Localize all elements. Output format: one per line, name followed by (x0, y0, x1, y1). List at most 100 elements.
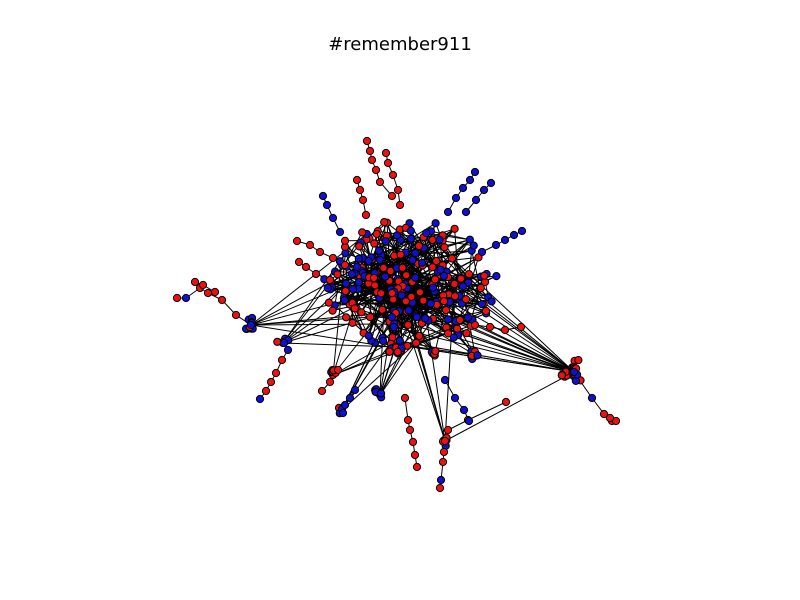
graph-node-red (261, 386, 271, 396)
graph-node-red (328, 253, 338, 263)
graph-node-blue (392, 231, 401, 240)
graph-node-blue (444, 315, 453, 324)
graph-node-blue (461, 207, 471, 217)
graph-node-red (383, 158, 393, 168)
graph-node-red (333, 365, 343, 375)
graph-node-red (370, 239, 379, 248)
graph-node-red (599, 409, 609, 419)
graph-node-red (357, 308, 366, 317)
graph-node-blue (340, 296, 349, 305)
graph-node-red (342, 313, 351, 322)
graph-node-blue (318, 191, 328, 201)
graph-node-blue (418, 258, 427, 267)
graph-edge (282, 245, 420, 344)
graph-node-blue (440, 375, 450, 385)
graph-node-red (333, 270, 342, 279)
graph-node-blue (395, 336, 404, 345)
graph-node-blue (350, 385, 360, 395)
graph-node-red (516, 322, 526, 332)
graph-node-blue (500, 235, 510, 245)
graph-node-red (324, 298, 333, 307)
graph-node-red (271, 368, 281, 378)
graph-node-red (367, 155, 377, 165)
graph-node-blue (473, 351, 482, 360)
graph-node-red (441, 306, 451, 315)
graph-node-blue (477, 247, 487, 257)
graph-edge (339, 260, 575, 373)
graph-node-blue (323, 284, 332, 293)
graph-node-red (366, 313, 375, 322)
graph-node-red (294, 257, 304, 267)
graph-node-blue (352, 262, 361, 271)
graph-edge (282, 267, 363, 344)
graph-node-red (432, 256, 441, 266)
graph-node-red (328, 306, 337, 315)
graph-node-blue (449, 333, 458, 342)
graph-node-red (371, 165, 381, 175)
graph-node-red (455, 315, 465, 325)
graph-node-blue (517, 226, 527, 236)
graph-node-red (325, 377, 335, 387)
graph-node-red (386, 266, 395, 276)
graph-node-blue (354, 278, 363, 287)
graph-node-blue (458, 282, 468, 291)
graph-node-red (402, 271, 411, 280)
graph-node-red (172, 293, 182, 303)
graph-node-red (410, 450, 420, 460)
graph-node-red (305, 240, 315, 250)
graph-node-blue (479, 185, 489, 195)
graph-node-red (381, 148, 391, 158)
graph-edge (400, 254, 449, 334)
graph-node-red (438, 457, 448, 467)
graph-node-red (408, 437, 418, 447)
graph-edge (330, 288, 575, 373)
graph-node-blue (450, 393, 460, 403)
graph-edge (332, 320, 429, 376)
graph-node-blue (354, 254, 363, 263)
graph-edge (282, 258, 453, 344)
graph-node-red (462, 329, 471, 338)
graph-node-red (358, 195, 368, 205)
graph-node-red (355, 242, 364, 251)
graph-node-blue (459, 405, 469, 415)
graph-node-red (481, 306, 491, 316)
graph-node-red (431, 275, 440, 284)
graph-node-red (450, 279, 459, 289)
graph-node-red (348, 318, 357, 327)
graph-node-red (414, 241, 423, 250)
graph-node-red (412, 462, 422, 472)
graph-node-blue (421, 314, 430, 323)
graph-node-blue (470, 167, 480, 177)
graph-node-blue (492, 272, 501, 281)
graph-node-blue (451, 193, 461, 203)
graph-edge (379, 346, 396, 396)
graph-node-red (412, 338, 421, 347)
graph-node-blue (422, 229, 431, 238)
graph-edge (373, 243, 472, 327)
graph-node-red (273, 337, 282, 346)
graph-node-red (266, 377, 276, 387)
graph-node-blue (345, 393, 355, 403)
graph-node-red (317, 386, 327, 396)
graph-node-red (574, 356, 583, 365)
graph-edge (444, 239, 471, 248)
graph-node-red (341, 287, 350, 296)
graph-node-blue (406, 226, 415, 235)
graph-node-red (605, 413, 615, 423)
graph-node-red (450, 292, 460, 301)
graph-node-red (370, 281, 379, 290)
graph-node-blue (486, 178, 496, 188)
graph-node-red (439, 447, 449, 457)
graph-node-blue (411, 273, 420, 282)
graph-edge (454, 228, 461, 300)
graph-node-red (340, 236, 350, 245)
graph-node-red (447, 254, 457, 263)
graph-edge (250, 316, 371, 326)
graph-node-blue (389, 322, 398, 332)
graph-node-red (361, 210, 371, 220)
graph-node-red (435, 483, 445, 493)
graph-node-red (405, 425, 415, 435)
graph-node-red (355, 185, 365, 195)
graph-node-blue (487, 297, 496, 306)
graph-node-red (315, 247, 325, 257)
